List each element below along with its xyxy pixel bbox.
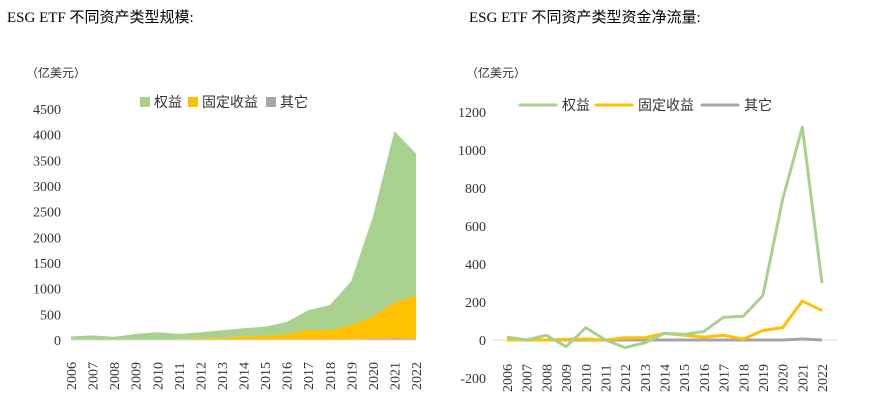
legend-label-1: 权益 [562,98,590,114]
x-tick-label: 2017 [302,362,317,390]
y-tick-label: 2000 [33,231,61,246]
y-tick-label: 500 [40,308,61,323]
asset-size-area-chart: 0 500 1000 1500 2000 2500 3000 3500 4000 4500 2006… [33,94,425,390]
legend-swatch [188,97,198,107]
y-tick-label: 600 [465,220,486,235]
x-tick-label: 2013 [216,362,231,390]
x-tick-label: 2020 [367,362,382,390]
chart-1-unit: （亿美元） [26,66,87,80]
y-tick-label: 4500 [33,103,61,118]
y-tick-label: 800 [465,182,486,197]
x-tick-label: 2015 [259,362,274,390]
y-tick-label: 0 [54,334,61,349]
area-series-1 [71,131,416,340]
x-tick-label: 2019 [345,362,360,390]
y-tick-label: 200 [465,296,486,311]
x-tick-label: 2011 [599,365,614,392]
net-flow-line-chart: -200 0 200 400 600 800 1000 1200 2006 2007 2008 200… [458,97,837,392]
legend-label-1: 权益 [154,95,182,111]
x-tick-label: 2022 [410,362,425,390]
y-tick-label: 0 [479,334,486,349]
x-tick-label: 2018 [324,362,339,390]
legend-label-3: 其它 [744,97,772,114]
x-tick-label: 2014 [659,364,674,392]
x-tick-label: 2016 [698,364,713,392]
chart-2-title: ESG ETF 不同资产类型资金净流量: [469,10,701,26]
x-tick-label: 2017 [718,364,733,392]
x-tick-label: 2012 [619,364,634,392]
chart-1-title: ESG ETF 不同资产类型规模: [7,10,194,26]
x-tick-label: 2014 [238,362,253,390]
legend-label-2: 固定收益 [638,98,694,114]
x-tick-label: 2013 [639,364,654,392]
x-tick-label: 2021 [388,362,403,390]
x-tick-label: 2018 [737,364,752,392]
legend-swatch [140,97,150,107]
y-tick-label: 1000 [458,144,486,159]
y-tick-label: 1200 [458,106,486,121]
chart-2-unit: （亿美元） [466,66,527,80]
y-tick-label: 2500 [33,206,61,221]
x-tick-label: 2015 [678,364,693,392]
x-tick-label: 2011 [173,363,188,390]
x-tick-label: 2007 [87,362,102,390]
x-tick-label: 2006 [65,362,80,390]
y-tick-label: -200 [460,372,486,387]
y-tick-label: 3500 [33,154,61,169]
legend-label-2: 固定收益 [202,95,258,111]
x-tick-label: 2012 [194,362,209,390]
x-tick-label: 2010 [151,362,166,390]
x-tick-label: 2016 [281,362,296,390]
y-tick-label: 3000 [33,180,61,195]
x-tick-label: 2007 [521,364,536,392]
x-tick-label: 2008 [540,364,555,392]
x-tick-label: 2022 [816,364,831,392]
y-tick-label: 400 [465,258,486,273]
x-tick-label: 2006 [501,364,516,392]
x-tick-label: 2010 [580,364,595,392]
y-tick-label: 1500 [33,257,61,272]
y-tick-label: 4000 [33,129,61,144]
legend-label-3: 其它 [280,94,308,111]
legend-swatch [266,97,276,107]
line-series-1 [506,125,824,350]
x-tick-label: 2009 [560,364,575,392]
x-tick-label: 2020 [777,364,792,392]
x-tick-label: 2019 [757,364,772,392]
x-tick-label: 2021 [796,364,811,392]
x-tick-label: 2008 [108,362,123,390]
area-series-2 [71,295,416,340]
y-tick-label: 1000 [33,283,61,298]
x-tick-label: 2009 [130,362,145,390]
